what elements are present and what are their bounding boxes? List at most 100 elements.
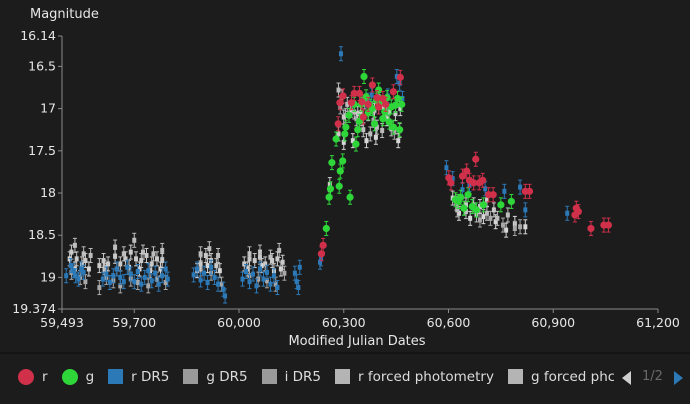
data-point[interactable]: [477, 204, 482, 210]
data-point[interactable]: [128, 271, 133, 277]
data-point[interactable]: [350, 89, 358, 98]
data-point[interactable]: [254, 283, 259, 289]
data-point[interactable]: [457, 193, 465, 201]
data-point[interactable]: [205, 279, 210, 285]
data-point[interactable]: [364, 100, 372, 108]
data-point[interactable]: [317, 250, 326, 258]
data-point[interactable]: [275, 285, 280, 291]
legend-item[interactable]: r: [18, 368, 48, 385]
data-point[interactable]: [389, 123, 397, 131]
data-point[interactable]: [71, 268, 76, 274]
data-point[interactable]: [242, 261, 247, 267]
legend-item[interactable]: g forced phc: [507, 369, 614, 385]
data-marks[interactable]: [64, 46, 613, 304]
data-point[interactable]: [73, 273, 78, 279]
data-point[interactable]: [444, 165, 449, 171]
data-point[interactable]: [83, 279, 88, 285]
data-point[interactable]: [495, 215, 500, 221]
data-point[interactable]: [389, 88, 397, 96]
data-point[interactable]: [244, 269, 249, 275]
scatter-chart[interactable]: Magnitude 16.1416.51717.51818.51919.374 …: [0, 0, 690, 352]
data-point[interactable]: [240, 276, 245, 282]
data-point[interactable]: [165, 276, 170, 282]
data-point[interactable]: [339, 92, 347, 100]
data-point[interactable]: [207, 246, 212, 252]
data-point[interactable]: [385, 118, 393, 126]
plot-area[interactable]: Magnitude 16.14 16.5 17 17.5 18 18.5 19 19.374 …: [0, 0, 690, 352]
data-point[interactable]: [381, 108, 389, 116]
data-point[interactable]: [282, 270, 287, 276]
data-point[interactable]: [587, 224, 595, 233]
data-point[interactable]: [113, 244, 118, 250]
data-point[interactable]: [107, 279, 112, 285]
data-point[interactable]: [268, 254, 273, 260]
data-point[interactable]: [360, 72, 368, 81]
data-point[interactable]: [88, 252, 93, 258]
data-point[interactable]: [523, 207, 528, 213]
data-point[interactable]: [341, 139, 346, 145]
data-point[interactable]: [336, 131, 341, 137]
data-point[interactable]: [104, 271, 109, 277]
data-point[interactable]: [456, 210, 461, 216]
data-point[interactable]: [479, 176, 487, 184]
data-point[interactable]: [198, 251, 203, 257]
data-point[interactable]: [350, 138, 355, 144]
legend-item[interactable]: r DR5: [108, 369, 169, 385]
data-point[interactable]: [325, 193, 333, 201]
data-point[interactable]: [525, 187, 534, 195]
data-point[interactable]: [146, 268, 151, 274]
data-point[interactable]: [86, 266, 91, 272]
data-point[interactable]: [257, 254, 262, 260]
data-point[interactable]: [69, 249, 74, 255]
data-point[interactable]: [257, 266, 262, 272]
data-point[interactable]: [154, 276, 159, 282]
data-point[interactable]: [375, 103, 383, 111]
data-point[interactable]: [604, 221, 613, 229]
data-point[interactable]: [292, 270, 297, 276]
data-point[interactable]: [479, 201, 488, 209]
data-point[interactable]: [277, 247, 282, 253]
data-point[interactable]: [464, 191, 472, 199]
data-point[interactable]: [137, 266, 142, 272]
data-point[interactable]: [139, 281, 144, 287]
data-point[interactable]: [153, 270, 158, 276]
data-point[interactable]: [163, 266, 168, 272]
data-point[interactable]: [334, 120, 342, 128]
data-point[interactable]: [565, 210, 570, 216]
data-point[interactable]: [76, 276, 81, 282]
data-point[interactable]: [216, 281, 221, 287]
data-point[interactable]: [83, 258, 88, 264]
data-point[interactable]: [160, 258, 165, 264]
data-point[interactable]: [128, 249, 133, 255]
data-point[interactable]: [574, 207, 582, 216]
data-point[interactable]: [252, 258, 257, 264]
data-point[interactable]: [369, 92, 374, 98]
data-point[interactable]: [374, 124, 379, 130]
data-point[interactable]: [118, 274, 123, 280]
data-point[interactable]: [250, 271, 255, 277]
data-point[interactable]: [354, 116, 359, 122]
legend-item[interactable]: i DR5: [261, 369, 321, 385]
data-point[interactable]: [345, 111, 353, 119]
data-point[interactable]: [149, 261, 154, 267]
data-point[interactable]: [368, 81, 376, 89]
data-point[interactable]: [379, 94, 387, 103]
data-point[interactable]: [68, 263, 73, 269]
data-point[interactable]: [361, 127, 366, 133]
data-point[interactable]: [336, 87, 341, 93]
data-point[interactable]: [139, 258, 144, 264]
data-point[interactable]: [261, 276, 266, 282]
data-point[interactable]: [396, 73, 404, 81]
data-point[interactable]: [132, 279, 137, 285]
data-point[interactable]: [111, 273, 116, 279]
data-point[interactable]: [247, 279, 252, 285]
data-point[interactable]: [460, 187, 465, 193]
data-point[interactable]: [352, 140, 360, 148]
data-point[interactable]: [191, 272, 196, 278]
data-point[interactable]: [72, 242, 77, 248]
data-point[interactable]: [472, 155, 480, 163]
data-point[interactable]: [212, 274, 217, 280]
data-point[interactable]: [497, 201, 505, 209]
data-point[interactable]: [472, 206, 481, 214]
data-point[interactable]: [268, 281, 273, 287]
